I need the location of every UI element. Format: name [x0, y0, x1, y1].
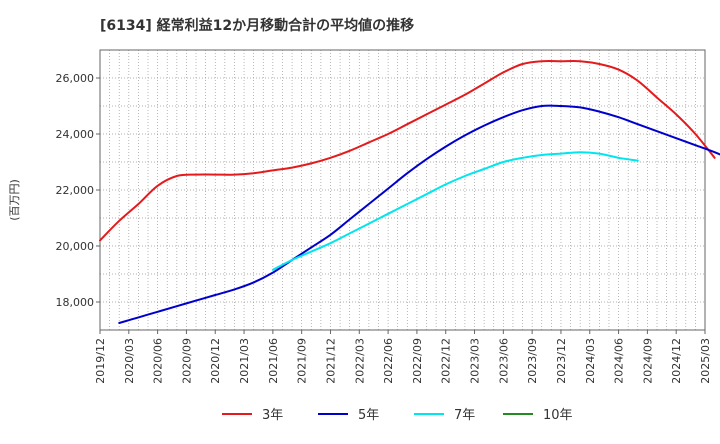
y-axis-label: (百万円)	[8, 179, 21, 221]
x-tick-label: 2020/09	[180, 338, 193, 384]
x-tick-label: 2024/12	[670, 338, 683, 384]
grid-layer	[100, 50, 705, 330]
series-line-7年	[271, 151, 639, 271]
x-tick-label: 2021/06	[267, 338, 280, 384]
x-tick-label: 2024/09	[641, 338, 654, 384]
x-tick-label: 2021/12	[324, 338, 337, 384]
series-line-3年	[99, 59, 716, 242]
x-tick-label: 2022/09	[411, 338, 424, 384]
x-tick-label: 2023/12	[555, 338, 568, 384]
x-tick-label: 2021/09	[296, 338, 309, 384]
x-tick-label: 2020/03	[123, 338, 136, 384]
x-tick-label: 2022/12	[440, 338, 453, 384]
y-axis-ticks: 18,000 20,000 22,000 24,000 26,000	[56, 72, 100, 309]
x-tick-label: 2023/06	[497, 338, 510, 384]
x-tick-label: 2020/06	[152, 338, 165, 384]
legend-label-3年: 3年	[262, 408, 283, 423]
legend-label-7年: 7年	[454, 408, 475, 423]
x-tick-label: 2022/06	[382, 338, 395, 384]
legend-label-10年: 10年	[543, 408, 573, 423]
series-layer	[99, 59, 720, 324]
y-tick-label: 22,000	[56, 184, 95, 197]
x-tick-label: 2024/06	[613, 338, 626, 384]
x-tick-label: 2025/03	[699, 338, 712, 384]
y-tick-label: 24,000	[56, 128, 95, 141]
x-tick-label: 2023/03	[469, 338, 482, 384]
y-tick-label: 26,000	[56, 72, 95, 85]
x-tick-label: 2021/03	[238, 338, 251, 384]
x-tick-label: 2019/12	[94, 338, 107, 384]
y-tick-label: 18,000	[56, 296, 95, 309]
legend-label-5年: 5年	[358, 408, 379, 423]
x-tick-label: 2024/03	[584, 338, 597, 384]
x-tick-label: 2020/12	[209, 338, 222, 384]
series-line-5年	[118, 104, 720, 324]
x-tick-label: 2022/03	[353, 338, 366, 384]
y-tick-label: 20,000	[56, 240, 95, 253]
x-tick-label: 2023/09	[526, 338, 539, 384]
legend: 3年 5年 7年 10年	[222, 408, 573, 423]
x-axis-ticks: 2019/12 2020/03 2020/06 2020/09 2020/12 2021/…	[94, 330, 712, 384]
chart-title: [6134] 経常利益12か月移動合計の平均値の推移	[100, 17, 414, 34]
